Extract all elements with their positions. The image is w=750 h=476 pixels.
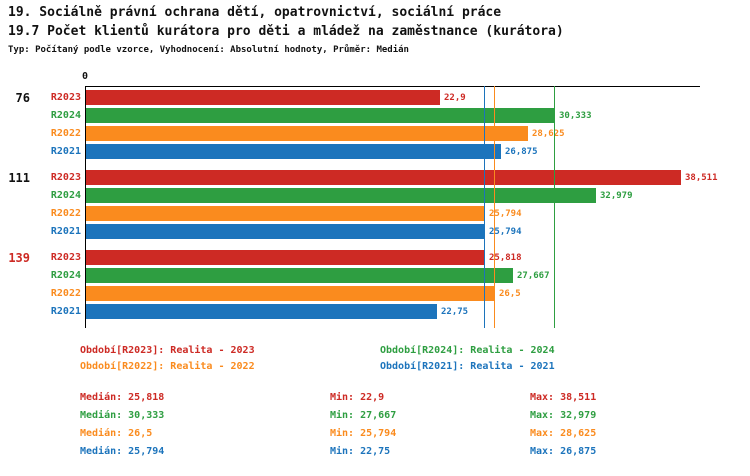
stat-median-R2023: Medián: 25,818 xyxy=(80,392,165,403)
series-label: R2021 xyxy=(50,226,81,237)
stat-max-R2022: Max: 28,625 xyxy=(530,428,597,439)
bar-value-label: 27,667 xyxy=(517,271,550,281)
stat-median-R2022: Medián: 26,5 xyxy=(80,428,153,439)
group-label: 111 xyxy=(8,171,30,185)
median-line-R2024 xyxy=(554,86,555,328)
stat-max-R2023: Max: 38,511 xyxy=(530,392,597,403)
bar-R2023 xyxy=(86,90,440,105)
stat-max-R2024: Max: 32,979 xyxy=(530,410,597,421)
bar-value-label: 25,794 xyxy=(489,227,522,237)
bar-value-label: 22,9 xyxy=(444,93,466,103)
bar-R2021 xyxy=(86,304,437,319)
y-axis-line xyxy=(85,86,86,328)
bar-R2024 xyxy=(86,268,513,283)
legend-item-R2022: Období[R2022]: Realita - 2022 xyxy=(80,361,255,372)
axis-origin-label: 0 xyxy=(81,71,89,82)
series-label: R2021 xyxy=(50,146,81,157)
bar-value-label: 25,818 xyxy=(489,253,522,263)
group-label: 76 xyxy=(15,91,30,105)
bar-R2024 xyxy=(86,108,555,123)
bar-value-label: 22,75 xyxy=(441,307,469,317)
stat-median-R2021: Medián: 25,794 xyxy=(80,446,165,457)
x-axis-line xyxy=(85,86,700,87)
stat-median-R2024: Medián: 30,333 xyxy=(80,410,165,421)
series-label: R2022 xyxy=(50,208,81,219)
bar-R2021 xyxy=(86,144,501,159)
series-label: R2024 xyxy=(50,190,81,201)
median-line-R2021 xyxy=(484,86,485,328)
legend-item-R2024: Období[R2024]: Realita - 2024 xyxy=(380,345,555,356)
legend: Období[R2023]: Realita - 2023 Období[R202… xyxy=(80,345,700,372)
chart-meta-line: Typ: Počítaný podle vzorce, Vyhodnocení:… xyxy=(8,45,409,55)
bar-R2021 xyxy=(86,224,485,239)
bar-value-label: 26,5 xyxy=(499,289,521,299)
series-label: R2021 xyxy=(50,306,81,317)
series-label: R2024 xyxy=(50,110,81,121)
bar-value-label: 38,511 xyxy=(685,173,718,183)
stat-min-R2022: Min: 25,794 xyxy=(330,428,397,439)
group-label: 139 xyxy=(8,251,30,265)
page-subtitle: 19.7 Počet klientů kurátora pro děti a m… xyxy=(8,24,564,39)
legend-item-R2023: Období[R2023]: Realita - 2023 xyxy=(80,345,255,356)
stats-table: Medián: 25,818 Min: 22,9 Max: 38,511 Medián… xyxy=(80,392,720,457)
series-label: R2022 xyxy=(50,288,81,299)
bar-R2023 xyxy=(86,250,485,265)
bar-R2022 xyxy=(86,206,485,221)
series-label: R2024 xyxy=(50,270,81,281)
bar-R2024 xyxy=(86,188,596,203)
bar-R2023 xyxy=(86,170,681,185)
bar-R2022 xyxy=(86,126,528,141)
median-line-R2022 xyxy=(494,86,495,328)
legend-item-R2021: Období[R2021]: Realita - 2021 xyxy=(380,361,555,372)
series-label: R2023 xyxy=(50,172,81,183)
stat-min-R2023: Min: 22,9 xyxy=(330,392,385,403)
bar-value-label: 28,625 xyxy=(532,129,565,139)
bar-value-label: 25,794 xyxy=(489,209,522,219)
bar-value-label: 30,333 xyxy=(559,111,592,121)
bar-value-label: 32,979 xyxy=(600,191,633,201)
series-label: R2022 xyxy=(50,128,81,139)
stat-max-R2021: Max: 26,875 xyxy=(530,446,597,457)
bar-value-label: 26,875 xyxy=(505,147,538,157)
series-label: R2023 xyxy=(50,92,81,103)
stat-min-R2024: Min: 27,667 xyxy=(330,410,397,421)
bar-R2022 xyxy=(86,286,495,301)
series-label: R2023 xyxy=(50,252,81,263)
stat-min-R2021: Min: 22,75 xyxy=(330,446,391,457)
page-title: 19. Sociálně právní ochrana dětí, opatro… xyxy=(8,5,502,20)
